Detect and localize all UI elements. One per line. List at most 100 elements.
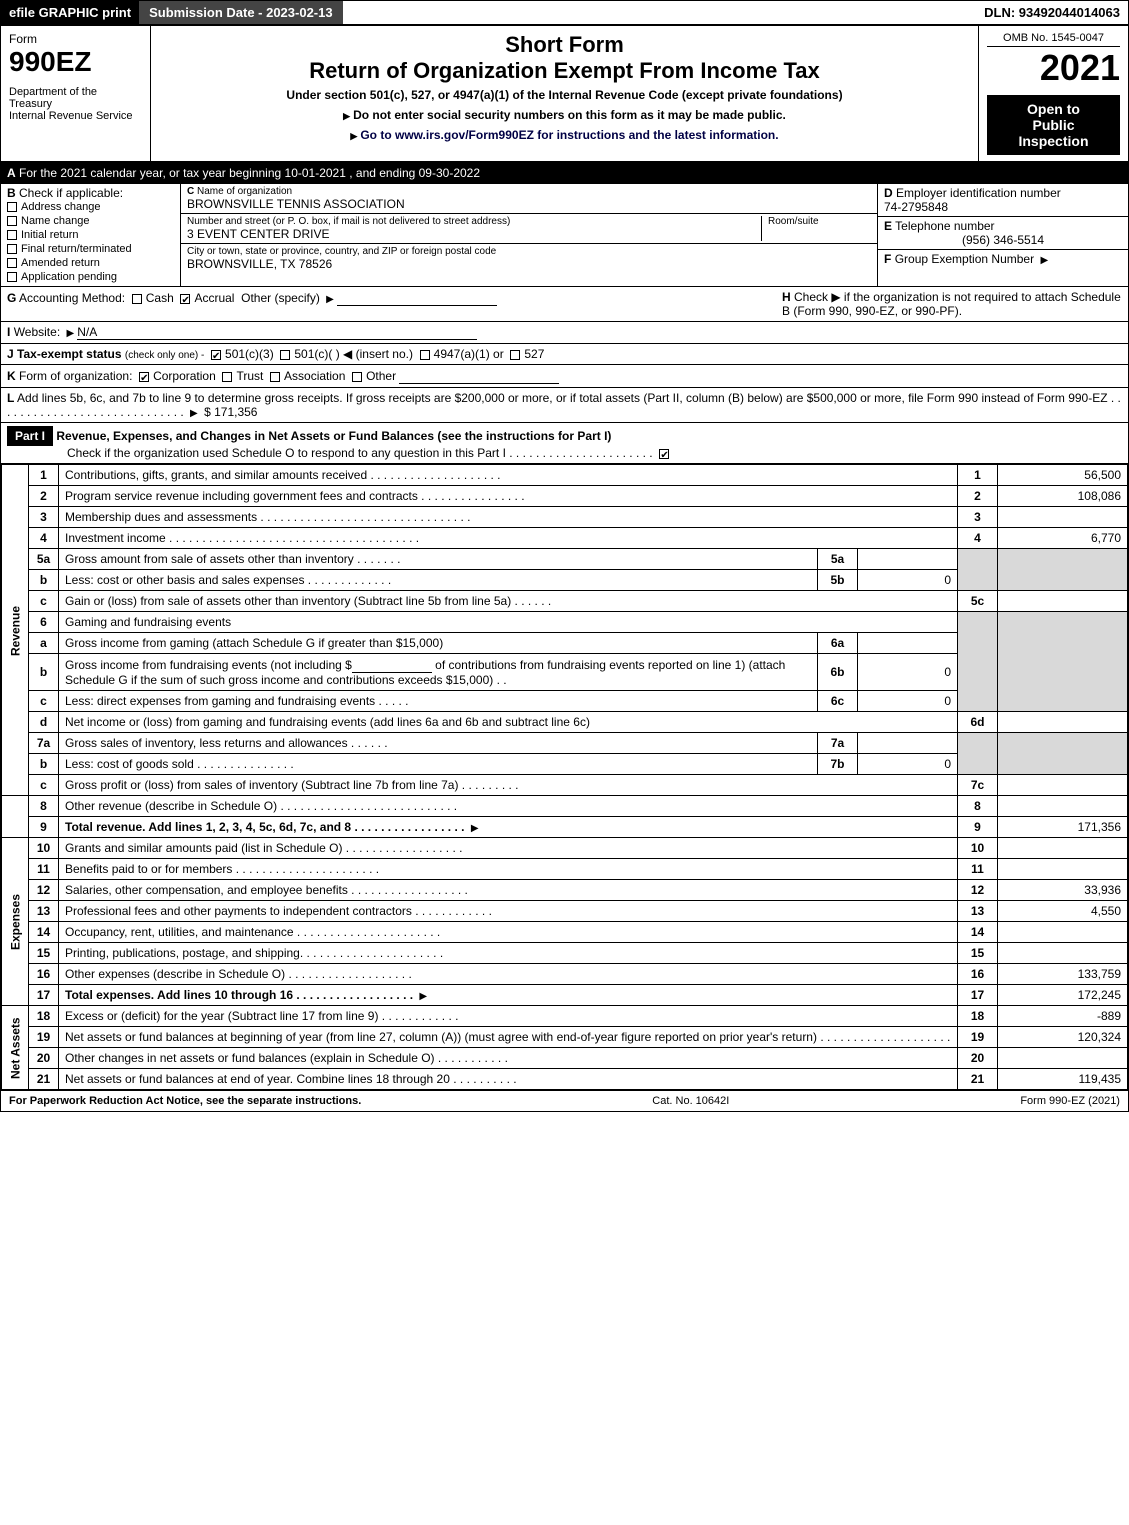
page-footer: For Paperwork Reduction Act Notice, see … — [1, 1090, 1128, 1111]
irs-link[interactable]: Go to www.irs.gov/Form990EZ for instruct… — [360, 128, 778, 142]
arrow-icon-9 — [468, 820, 482, 834]
arrow-icon-3 — [64, 325, 78, 339]
line-18-amount: -889 — [998, 1006, 1128, 1027]
section-c: C Name of organization BROWNSVILLE TENNI… — [181, 184, 878, 286]
form-header: Form 990EZ Department of the Treasury In… — [1, 26, 1128, 163]
line-17-desc: Total expenses. Add lines 10 through 16 … — [59, 985, 958, 1006]
part-i-heading: Revenue, Expenses, and Changes in Net As… — [56, 429, 611, 443]
section-b-label: Check if applicable: — [19, 186, 123, 200]
line-5a-boxval — [858, 549, 958, 570]
check-application-pending[interactable]: Application pending — [7, 270, 174, 284]
part-i-label: Part I — [7, 426, 53, 446]
efile-print-button[interactable]: efile GRAPHIC print — [1, 1, 139, 24]
line-6c-boxval: 0 — [858, 691, 958, 712]
opt-527: 527 — [524, 347, 544, 361]
line-4-lineno: 4 — [958, 528, 998, 549]
fundraising-amount-input[interactable] — [352, 657, 432, 673]
line-2-num: 2 — [29, 486, 59, 507]
arrow-icon-17 — [416, 988, 430, 1002]
opt-501c: 501(c)( ) — [294, 347, 339, 361]
line-21-amount: 119,435 — [998, 1069, 1128, 1090]
line-10-lineno: 10 — [958, 838, 998, 859]
dln: DLN: 93492044014063 — [976, 1, 1128, 24]
section-k: K Form of organization: Corporation Trus… — [1, 365, 1128, 388]
line-16-desc: Other expenses (describe in Schedule O) … — [59, 964, 958, 985]
line-9-desc: Total revenue. Add lines 1, 2, 3, 4, 5c,… — [59, 817, 958, 838]
section-h-text: Check ▶ if the organization is not requi… — [782, 290, 1121, 318]
opt-application-pending: Application pending — [21, 271, 117, 283]
group-exemption-label: Group Exemption Number — [895, 252, 1034, 266]
spacer — [343, 1, 977, 24]
phone-label: Telephone number — [895, 219, 994, 233]
line-6d-num: d — [29, 712, 59, 733]
return-title: Return of Organization Exempt From Incom… — [159, 58, 970, 84]
opt-501c3: 501(c)(3) — [225, 347, 274, 361]
dept-line-2: Internal Revenue Service — [9, 110, 142, 122]
line-10-desc: Grants and similar amounts paid (list in… — [59, 838, 958, 859]
line-17-lineno: 17 — [958, 985, 998, 1006]
line-7b-num: b — [29, 754, 59, 775]
line-17-num: 17 — [29, 985, 59, 1006]
line-7c-amount — [998, 775, 1128, 796]
line-8-desc: Other revenue (describe in Schedule O) .… — [59, 796, 958, 817]
website-value: N/A — [77, 325, 477, 340]
footer-left: For Paperwork Reduction Act Notice, see … — [9, 1095, 361, 1107]
arrow-icon-4 — [187, 405, 201, 419]
check-accrual[interactable] — [180, 294, 190, 304]
line-15-num: 15 — [29, 943, 59, 964]
form-container: efile GRAPHIC print Submission Date - 20… — [0, 0, 1129, 1112]
check-501c3[interactable] — [211, 350, 221, 360]
revenue-vlabel: Revenue — [2, 465, 29, 796]
section-def: D Employer identification number 74-2795… — [878, 184, 1128, 286]
line-18-desc: Excess or (deficit) for the year (Subtra… — [59, 1006, 958, 1027]
line-10-amount — [998, 838, 1128, 859]
goto-link[interactable]: Go to www.irs.gov/Form990EZ for instruct… — [159, 128, 970, 142]
check-schedule-o[interactable] — [659, 449, 669, 459]
section-j: J Tax-exempt status (check only one) - 5… — [1, 344, 1128, 365]
part-i-check-text: Check if the organization used Schedule … — [67, 446, 653, 460]
other-org-input[interactable] — [399, 368, 559, 384]
check-other-org[interactable] — [352, 372, 362, 382]
line-9-num: 9 — [29, 817, 59, 838]
check-amended-return[interactable]: Amended return — [7, 256, 174, 270]
opt-other: Other (specify) — [241, 291, 320, 305]
check-corporation[interactable] — [139, 372, 149, 382]
line-13-desc: Professional fees and other payments to … — [59, 901, 958, 922]
no-ssn-note: Do not enter social security numbers on … — [159, 108, 970, 122]
line-6b-num: b — [29, 654, 59, 691]
check-initial-return[interactable]: Initial return — [7, 228, 174, 242]
check-association[interactable] — [270, 372, 280, 382]
line-6b-desc: Gross income from fundraising events (no… — [59, 654, 818, 691]
line-5c-desc: Gain or (loss) from sale of assets other… — [59, 591, 958, 612]
line-5a-num: 5a — [29, 549, 59, 570]
line-6d-amount — [998, 712, 1128, 733]
check-address-change[interactable]: Address change — [7, 200, 174, 214]
section-b: B Check if applicable: Address change Na… — [1, 184, 181, 286]
line-8-amount — [998, 796, 1128, 817]
line-6a-box: 6a — [818, 633, 858, 654]
check-final-return[interactable]: Final return/terminated — [7, 242, 174, 256]
check-4947[interactable] — [420, 350, 430, 360]
line-6b-box: 6b — [818, 654, 858, 691]
line-15-lineno: 15 — [958, 943, 998, 964]
grey-cell-7 — [958, 733, 998, 775]
insert-no: (insert no.) — [356, 347, 413, 361]
line-5a-desc: Gross amount from sale of assets other t… — [59, 549, 818, 570]
rev-vlabel-cont — [2, 796, 29, 838]
line-9-lineno: 9 — [958, 817, 998, 838]
phone-value: (956) 346-5514 — [884, 233, 1122, 247]
line-11-num: 11 — [29, 859, 59, 880]
check-cash[interactable] — [132, 294, 142, 304]
line-12-num: 12 — [29, 880, 59, 901]
line-8-lineno: 8 — [958, 796, 998, 817]
grey-cell-5 — [958, 549, 998, 591]
check-trust[interactable] — [222, 372, 232, 382]
check-527[interactable] — [510, 350, 520, 360]
line-18-num: 18 — [29, 1006, 59, 1027]
check-name-change[interactable]: Name change — [7, 214, 174, 228]
check-501c[interactable] — [280, 350, 290, 360]
open-line-1: Open to — [991, 101, 1116, 117]
opt-cash: Cash — [146, 291, 174, 305]
line-6a-boxval — [858, 633, 958, 654]
other-specify-input[interactable] — [337, 290, 497, 306]
